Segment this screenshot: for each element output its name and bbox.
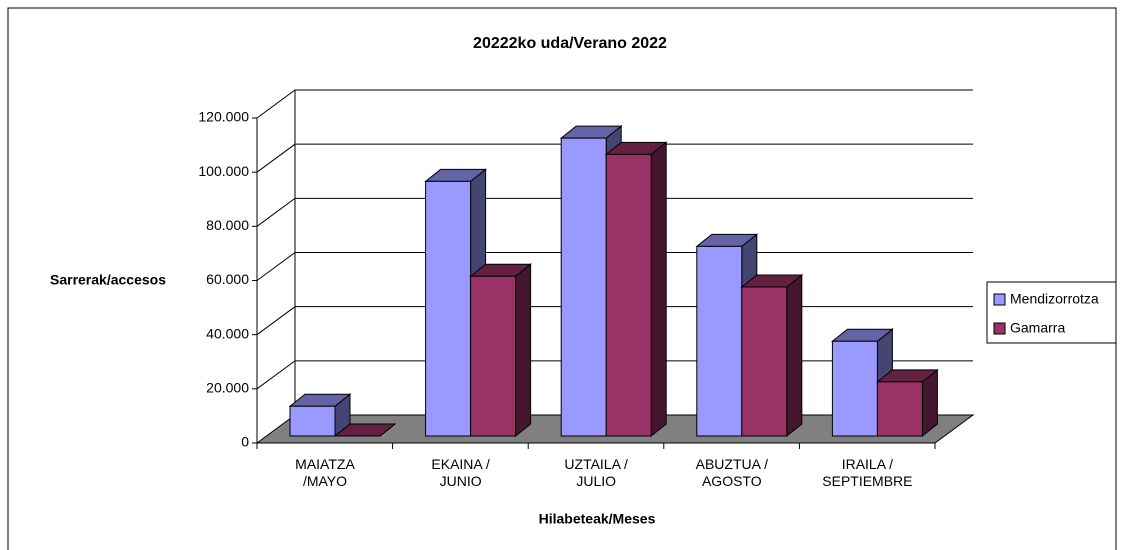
bar-face (605, 153, 652, 437)
x-axis-label: Hilabeteak/Meses (539, 511, 656, 527)
bar-face (696, 245, 743, 437)
y-tick-label: 80.000 (206, 217, 249, 233)
chart-border (7, 7, 1117, 550)
bar-face (470, 275, 517, 437)
bar-face (876, 381, 923, 437)
bar-face (741, 286, 788, 437)
bar (740, 274, 804, 438)
x-tick-label: UZTAILA / JULIO (564, 456, 628, 489)
bar (333, 423, 397, 437)
bar (875, 368, 939, 438)
legend-label: Mendizorrotza (1010, 291, 1099, 307)
y-tick-label: 60.000 (206, 271, 249, 287)
bar (830, 328, 894, 438)
x-tick-label: MAIATZA /MAYO (295, 456, 355, 489)
y-tick-label: 20.000 (206, 380, 249, 396)
bar-face (650, 141, 667, 438)
bar-face (289, 405, 336, 437)
grid-line (256, 143, 973, 173)
grid-line (256, 89, 973, 119)
grid-line (256, 197, 973, 227)
legend-swatch (993, 293, 1006, 306)
x-tick-label: IRAILA / SEPTIEMBRE (822, 456, 913, 489)
bar (604, 141, 668, 438)
y-axis-label: Sarrerak/accesos (50, 272, 166, 288)
x-tick-label: ABUZTUA / AGOSTO (695, 456, 768, 489)
y-tick-label: 0 (241, 434, 249, 450)
bar (469, 263, 533, 438)
bar-face (831, 340, 878, 437)
legend-label: Gamarra (1010, 320, 1065, 336)
y-tick-label: 40.000 (206, 325, 249, 341)
chart-title: 20222ko uda/Verano 2022 (473, 35, 667, 52)
x-tick-label: EKAINA / JUNIO (431, 456, 490, 489)
legend (986, 281, 1117, 344)
legend-swatch (993, 322, 1006, 335)
bar-face (560, 137, 607, 437)
bar-face (786, 274, 803, 438)
bar-face (515, 263, 532, 438)
y-tick-label: 100.000 (198, 163, 249, 179)
bar-face (425, 180, 472, 437)
y-tick-label: 120.000 (198, 109, 249, 125)
bar (288, 393, 352, 438)
